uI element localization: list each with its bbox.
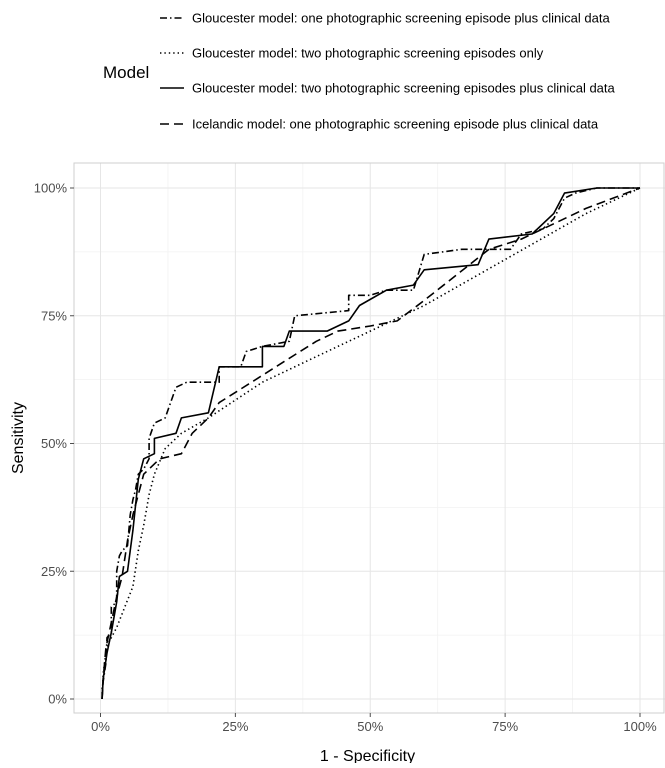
legend-label-4: Icelandic model: one photographic screen… bbox=[192, 117, 599, 132]
major-gridlines bbox=[74, 163, 665, 713]
panel-border bbox=[73, 162, 665, 714]
legend-items: Gloucester model: one photographic scree… bbox=[160, 11, 616, 132]
legend-label-1: Gloucester model: one photographic scree… bbox=[192, 11, 610, 26]
x-tick-label: 50% bbox=[357, 719, 383, 734]
legend-title: Model bbox=[103, 63, 149, 82]
series-line-4 bbox=[101, 187, 641, 700]
y-axis-title: Sensitivity bbox=[10, 402, 27, 474]
y-tick-label: 0% bbox=[48, 692, 67, 707]
series-line-2 bbox=[101, 187, 641, 700]
y-axis-ticks: 0% 25% 50% 75% 100% bbox=[34, 181, 74, 707]
plot-panel bbox=[73, 162, 665, 714]
x-tick-label: 100% bbox=[623, 719, 657, 734]
y-tick-label: 50% bbox=[41, 436, 67, 451]
x-tick-label: 25% bbox=[222, 719, 248, 734]
y-tick-label: 25% bbox=[41, 564, 67, 579]
x-tick-label: 75% bbox=[492, 719, 518, 734]
y-tick-label: 75% bbox=[41, 308, 67, 323]
series-line-3 bbox=[101, 187, 640, 700]
minor-gridlines bbox=[74, 163, 665, 713]
x-axis-ticks: 0% 25% 50% 75% 100% bbox=[91, 713, 657, 734]
x-axis-title: 1 - Specificity bbox=[320, 748, 415, 763]
y-tick-label: 100% bbox=[34, 181, 68, 196]
series-layer bbox=[101, 187, 641, 700]
legend: Model Gloucester model: one photographic… bbox=[103, 11, 616, 132]
x-tick-label: 0% bbox=[91, 719, 110, 734]
legend-label-2: Gloucester model: two photographic scree… bbox=[192, 46, 544, 61]
series-line-1 bbox=[101, 187, 640, 699]
legend-label-3: Gloucester model: two photographic scree… bbox=[192, 81, 616, 96]
